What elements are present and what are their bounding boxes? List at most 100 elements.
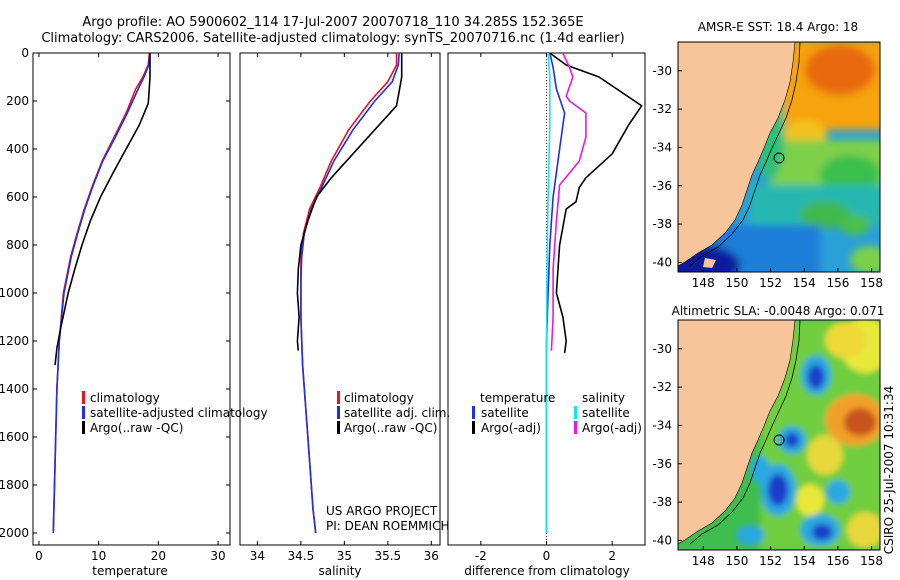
legend-label-temp-argo: Argo(-adj) — [481, 421, 541, 435]
series-line-temperature-argo-adj- — [549, 53, 643, 354]
sla-map — [678, 320, 880, 550]
temperature-chart — [52, 53, 151, 534]
map-y-tick-label: -32 — [652, 102, 672, 116]
header-line-1: Argo profile: AO 5900602_114 17-Jul-2007… — [82, 15, 583, 30]
temperature-xlabel: temperature — [92, 564, 167, 578]
map-x-tick-label: 154 — [793, 554, 816, 568]
map-x-tick-label: 152 — [759, 276, 782, 290]
salinity-panel — [239, 52, 441, 546]
x-tick-label: 0 — [543, 549, 551, 563]
sla-high — [796, 484, 824, 516]
legend-label-satellite: satellite adj. clim. — [344, 406, 450, 420]
map-x-tick-label: 150 — [725, 554, 748, 568]
series-line-salinity-argo-adj- — [550, 53, 587, 351]
sla-low-ring — [826, 480, 850, 504]
legend-group-temperature: temperature — [480, 391, 555, 405]
legend-label-sal-argo: Argo(-adj) — [582, 421, 642, 435]
sla-low-ring — [750, 456, 770, 484]
map-x-tick-label: 152 — [759, 554, 782, 568]
sla-shelf-contour — [689, 320, 801, 545]
x-tick-label: 2 — [608, 549, 616, 563]
y-tick-label: 1200 — [0, 334, 29, 348]
legend-swatch-satellite — [337, 406, 340, 419]
salinity-legend: climatology satellite adj. clim. Argo(..… — [337, 391, 450, 435]
temperature-legend: climatology satellite-adjusted climatolo… — [82, 391, 268, 435]
axis-ticks: 0 10 20 30020040060080010001200140016001800… — [0, 46, 616, 563]
csiro-timestamp: CSIRO 25-Jul-2007 10:31:34 — [882, 386, 896, 554]
legend-swatch-argo — [337, 421, 340, 434]
map-ticks: 148 150 152 154 156 158 -30 -32 -34 -36 -38 -40 148 1… — [652, 64, 883, 568]
x-tick-label: 35 — [337, 549, 352, 563]
y-tick-label: 600 — [6, 190, 29, 204]
x-tick-label: 34.5 — [288, 549, 315, 563]
map-y-tick-label: -40 — [652, 255, 672, 269]
legend-label-argo: Argo(..raw -QC) — [90, 421, 183, 435]
temperature-panel — [32, 52, 231, 546]
x-tick-label: 0 — [35, 549, 43, 563]
legend-swatch-temp-argo — [472, 421, 475, 434]
y-tick-label: 1600 — [0, 430, 29, 444]
legend-label-satellite: satellite-adjusted climatology — [90, 406, 268, 420]
x-tick-label: 30 — [210, 549, 225, 563]
sla-land — [678, 320, 795, 544]
salinity-chart — [296, 53, 403, 534]
legend-label-argo: Argo(..raw -QC) — [344, 421, 437, 435]
legend-swatch-temp-satellite — [472, 406, 475, 419]
sst-hot-core — [805, 45, 875, 95]
y-tick-label: 400 — [6, 142, 29, 156]
legend-swatch-climatology — [337, 391, 340, 404]
legend-swatch-sal-satellite — [574, 406, 577, 419]
y-tick-label: 1800 — [0, 478, 29, 492]
map-y-tick-label: -32 — [652, 380, 672, 394]
x-tick-label: 34 — [250, 549, 265, 563]
sla-coastline — [678, 320, 796, 545]
y-tick-label: 1400 — [0, 382, 29, 396]
y-tick-label: 1000 — [0, 286, 29, 300]
x-tick-label: -2 — [475, 549, 487, 563]
series-line-satellite — [52, 53, 151, 534]
map-x-tick-label: 158 — [860, 276, 883, 290]
sst-map-frame — [677, 41, 881, 273]
legend-label-temp-satellite: satellite — [481, 406, 529, 420]
legend-label-climatology: climatology — [90, 391, 160, 405]
sla-high — [825, 322, 865, 358]
sst-green-patch — [850, 246, 880, 272]
map-x-tick-label: 148 — [692, 276, 715, 290]
map-y-tick-label: -38 — [652, 217, 672, 231]
sla-map-frame — [677, 319, 881, 551]
sst-green-patch — [840, 215, 870, 235]
legend-label-climatology: climatology — [344, 391, 414, 405]
sst-coastline — [678, 42, 796, 267]
sla-map-title: Altimetric SLA: -0.0048 Argo: 0.071 — [672, 304, 885, 318]
map-x-tick-label: 148 — [692, 554, 715, 568]
sla-peak — [844, 408, 876, 436]
series-line-argo — [54, 53, 151, 366]
legend-group-salinity: salinity — [582, 391, 625, 405]
map-y-tick-label: -40 — [652, 533, 672, 547]
x-tick-label: 35.5 — [374, 549, 401, 563]
sst-land — [678, 42, 795, 266]
map-y-tick-label: -30 — [652, 64, 672, 78]
sla-low-core — [785, 433, 799, 447]
map-y-tick-label: -36 — [652, 457, 672, 471]
sst-map-title: AMSR-E SST: 18.4 Argo: 18 — [698, 20, 858, 34]
map-x-tick-label: 154 — [793, 276, 816, 290]
legend-swatch-argo — [82, 421, 85, 434]
sst-argo-marker — [773, 152, 785, 164]
legend-swatch-satellite — [82, 406, 85, 419]
legend-swatch-sal-argo — [574, 421, 577, 434]
sla-low-core — [808, 365, 824, 389]
difference-legend: temperature salinity satellite Argo(-adj… — [472, 391, 642, 435]
sla-low-core — [768, 474, 788, 506]
x-tick-label: 36 — [424, 549, 439, 563]
y-tick-label: 0 — [21, 46, 29, 60]
map-y-tick-label: -30 — [652, 342, 672, 356]
map-x-tick-label: 158 — [860, 554, 883, 568]
y-tick-label: 2000 — [0, 526, 29, 540]
salinity-xlabel: salinity — [318, 564, 361, 578]
legend-label-sal-satellite: satellite — [582, 406, 630, 420]
difference-xlabel: difference from climatology — [464, 564, 630, 578]
series-line-argo — [296, 53, 403, 351]
map-y-tick-label: -34 — [652, 140, 672, 154]
